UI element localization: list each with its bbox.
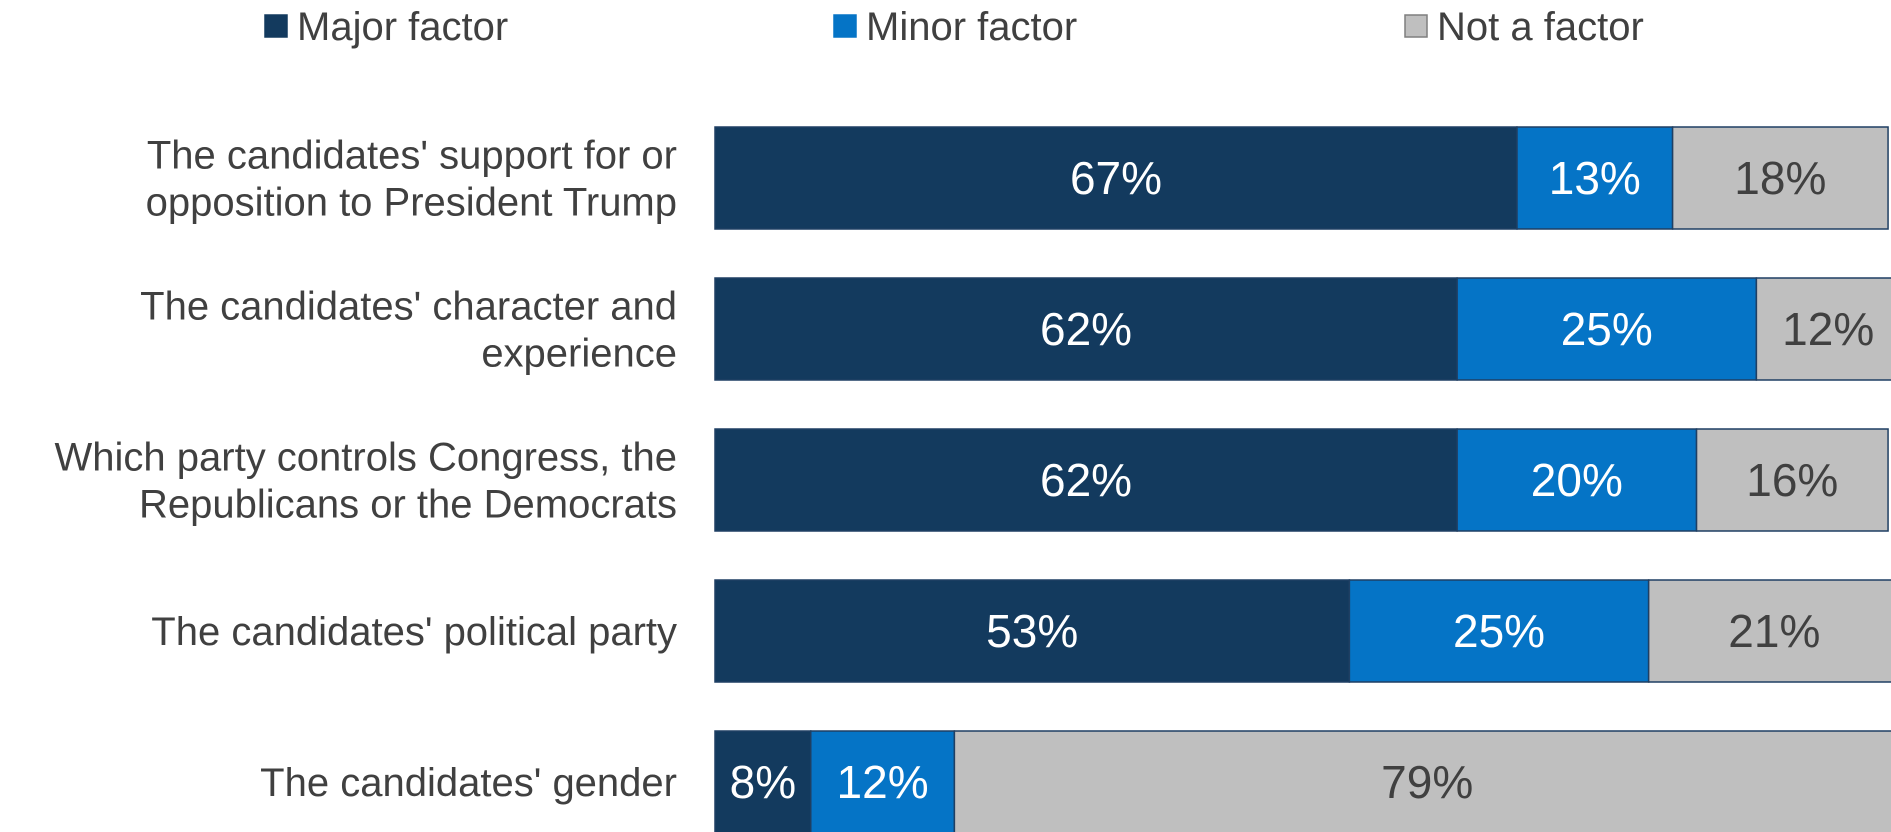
category-label: The candidates' gender bbox=[260, 761, 677, 805]
legend-item-minor-factor: Minor factor bbox=[833, 5, 1077, 49]
bar-segment-minor-factor bbox=[1348, 579, 1650, 683]
legend-swatch bbox=[1404, 14, 1428, 38]
bars: 67% 13% 18% 62% 25% 12% 62% 20% 16% 53% 25% 21% 8% 12… bbox=[714, 126, 1891, 832]
category-label-line: The candidates' political party bbox=[151, 610, 677, 654]
data-label: 62% bbox=[1040, 303, 1132, 355]
data-label: 53% bbox=[986, 605, 1078, 657]
data-label: 67% bbox=[1070, 152, 1162, 204]
legend: Major factor Minor factor Not a factor bbox=[264, 5, 1644, 49]
category-label-line: The candidates' support for or bbox=[147, 134, 677, 178]
category-label-line: experience bbox=[481, 332, 677, 376]
data-label: 16% bbox=[1746, 454, 1838, 506]
data-label: 62% bbox=[1040, 454, 1132, 506]
bar-segment-major-factor bbox=[714, 579, 1351, 683]
legend-swatch bbox=[833, 14, 857, 38]
bar-segment-not-a-factor bbox=[1755, 277, 1891, 381]
bar-segment-major-factor bbox=[714, 730, 812, 832]
data-label: 13% bbox=[1549, 152, 1641, 204]
legend-item-not-a-factor: Not a factor bbox=[1404, 5, 1644, 49]
category-label: The candidates' political party bbox=[151, 610, 677, 654]
data-label: 25% bbox=[1561, 303, 1653, 355]
category-label-line: opposition to President Trump bbox=[146, 181, 677, 225]
data-label: 21% bbox=[1728, 605, 1820, 657]
data-label: 79% bbox=[1381, 756, 1473, 808]
category-label: Which party controls Congress, theRepubl… bbox=[55, 436, 677, 527]
bar-segment-minor-factor bbox=[1456, 277, 1758, 381]
bar-segment-not-a-factor bbox=[1647, 579, 1891, 683]
bar-segment-not-a-factor bbox=[953, 730, 1891, 832]
legend-label: Minor factor bbox=[866, 5, 1077, 49]
category-labels: The candidates' support for oropposition… bbox=[55, 134, 677, 806]
data-label: 25% bbox=[1453, 605, 1545, 657]
bar-segment-not-a-factor bbox=[1671, 126, 1889, 230]
legend-label: Major factor bbox=[297, 5, 508, 49]
legend-label: Not a factor bbox=[1437, 5, 1644, 49]
data-label: 18% bbox=[1734, 152, 1826, 204]
bar-segment-not-a-factor bbox=[1695, 428, 1889, 532]
legend-swatch bbox=[264, 14, 288, 38]
bar-segment-major-factor bbox=[714, 126, 1518, 230]
category-label-line: The candidates' character and bbox=[140, 285, 677, 329]
category-label: The candidates' support for oropposition… bbox=[146, 134, 677, 225]
bar-segment-major-factor bbox=[714, 428, 1458, 532]
bar-segment-minor-factor bbox=[810, 730, 956, 832]
bar-segment-minor-factor bbox=[1516, 126, 1674, 230]
category-label-line: Republicans or the Democrats bbox=[139, 483, 677, 527]
data-label: 20% bbox=[1531, 454, 1623, 506]
legend-item-major-factor: Major factor bbox=[264, 5, 508, 49]
category-label-line: Which party controls Congress, the bbox=[55, 436, 677, 480]
bar-segment-major-factor bbox=[714, 277, 1458, 381]
data-label: 8% bbox=[730, 756, 796, 808]
category-label-line: The candidates' gender bbox=[260, 761, 677, 805]
data-label: 12% bbox=[1782, 303, 1874, 355]
data-label: 12% bbox=[837, 756, 929, 808]
